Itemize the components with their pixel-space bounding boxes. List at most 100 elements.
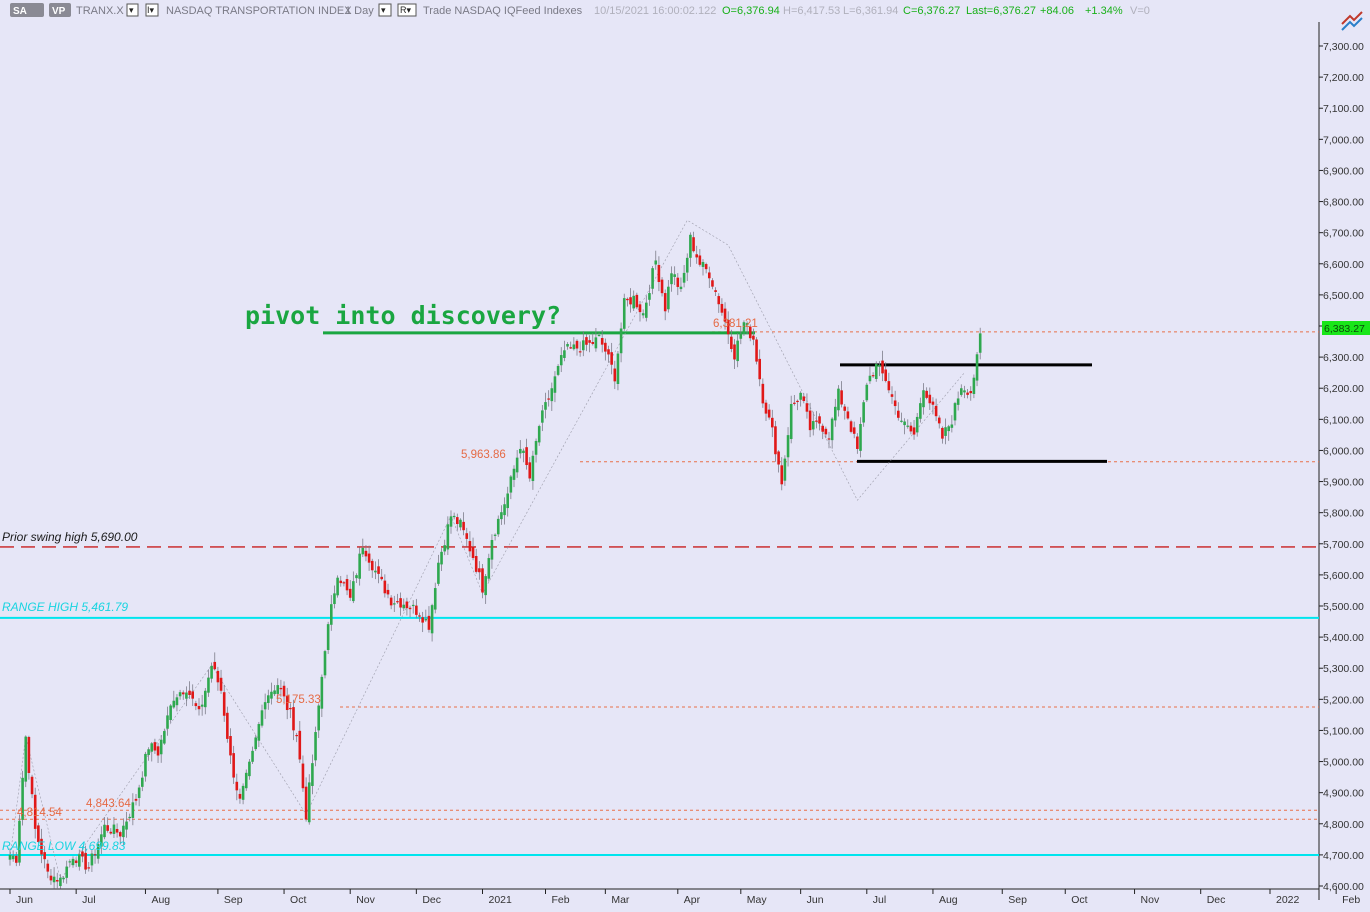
candle-body	[723, 308, 727, 322]
candle-body	[62, 877, 65, 880]
candle-body	[118, 832, 122, 837]
candle-body	[386, 589, 390, 595]
price-axis[interactable]: 7,300.00 7,200.00 7,100.00 7,000.00 6,900.00…	[1318, 22, 1364, 900]
candle-body	[21, 777, 24, 820]
symbol-dropdown-button[interactable]	[126, 3, 139, 17]
candle-body	[304, 786, 308, 820]
vp-button[interactable]	[49, 3, 71, 17]
candle-body	[178, 692, 182, 697]
candle-body	[421, 617, 424, 623]
candle-body	[172, 700, 176, 708]
candle-body	[213, 661, 217, 670]
y-tick-label: 5,100.00	[1323, 725, 1364, 737]
y-tick-label: 7,100.00	[1323, 103, 1364, 115]
candle-body	[468, 541, 472, 552]
candle-body	[531, 455, 535, 482]
candle-body	[506, 493, 509, 509]
last-price-value: 6,383.27	[1324, 323, 1365, 335]
x-tick-label: Apr	[684, 894, 701, 906]
x-tick-label: Aug	[151, 894, 170, 906]
candle-body	[270, 691, 273, 699]
candle-body	[314, 732, 317, 761]
y-tick-label: 6,500.00	[1323, 290, 1364, 302]
chart-toolbar-icon[interactable]	[1341, 11, 1363, 31]
interval-dropdown-button[interactable]	[378, 3, 392, 17]
annotations: pivot into discovery? Prior swing high 5…	[2, 301, 1370, 853]
candle-body	[52, 876, 56, 883]
r-button[interactable]	[397, 3, 417, 17]
candle-body	[301, 763, 305, 789]
y-tick-label: 4,900.00	[1323, 788, 1364, 800]
candle-body	[222, 692, 226, 716]
y-tick-label: 6,000.00	[1323, 445, 1364, 457]
candle-body	[556, 365, 560, 375]
y-tick-label: 5,500.00	[1323, 601, 1364, 613]
candle-body	[670, 273, 673, 285]
candle-body	[90, 853, 94, 866]
level-4843-label: 4,843.64	[86, 798, 131, 810]
candle-body	[433, 588, 437, 610]
last-value: Last=6,376.27	[966, 5, 1036, 17]
symbol-label[interactable]: TRANX.X	[76, 5, 124, 17]
candle-body	[515, 457, 519, 473]
candle-body	[24, 736, 28, 782]
candle-body	[399, 598, 402, 608]
candle-body	[695, 254, 698, 258]
candle-body	[704, 264, 708, 270]
time-axis[interactable]: Jun Jul Aug Sep Oct Nov Dec 2021 Feb Mar Apr May Jun…	[0, 888, 1360, 906]
candle-body	[572, 344, 576, 350]
candle-body	[714, 290, 717, 292]
candle-body	[950, 424, 954, 428]
x-tick-label: Sep	[224, 894, 243, 906]
pivot-annotation: pivot into discovery?	[245, 301, 561, 330]
candle-body	[238, 793, 242, 799]
candle-body	[692, 237, 695, 252]
candle-body	[465, 533, 469, 539]
candle-body	[937, 417, 941, 424]
candle-body	[972, 377, 976, 395]
candle-body	[755, 339, 758, 362]
candle-body	[78, 854, 81, 867]
interval-label[interactable]: 1 Day	[345, 5, 374, 17]
candlesticks	[8, 231, 982, 889]
candle-body	[40, 838, 43, 855]
candle-body	[783, 458, 787, 481]
candle-body	[84, 852, 87, 870]
candle-body	[708, 272, 711, 279]
candle-body	[8, 855, 12, 860]
candle-body	[912, 427, 916, 435]
y-tick-label: 6,900.00	[1323, 165, 1364, 177]
candle-body	[519, 448, 522, 454]
candle-body	[361, 547, 365, 555]
candle-body	[402, 604, 406, 609]
candle-body	[355, 575, 358, 579]
candle-body	[821, 425, 824, 432]
candle-body	[673, 274, 676, 277]
candle-body	[925, 390, 928, 398]
candle-body	[210, 665, 213, 679]
candle-body	[487, 558, 491, 579]
level-5175-label: 5,175.33	[276, 694, 321, 706]
candle-body	[364, 550, 368, 557]
candle-body	[134, 798, 138, 801]
bar-type-button[interactable]	[145, 3, 159, 17]
sa-button[interactable]	[10, 3, 44, 17]
y-tick-label: 5,700.00	[1323, 539, 1364, 551]
candle-body	[641, 313, 645, 316]
candle-body	[966, 392, 969, 395]
candle-body	[774, 426, 777, 455]
candle-body	[159, 739, 163, 755]
candle-body	[550, 388, 554, 402]
candle-body	[685, 257, 689, 273]
candle-body	[733, 344, 736, 360]
candle-body	[569, 347, 572, 349]
candle-body	[279, 687, 283, 690]
candle-body	[563, 350, 566, 358]
candle-body	[251, 750, 254, 762]
candle-body	[65, 866, 68, 878]
x-tick-label: Jul	[873, 894, 886, 906]
y-tick-label: 7,000.00	[1323, 134, 1364, 146]
candle-body	[367, 553, 371, 563]
candle-body	[824, 428, 828, 435]
